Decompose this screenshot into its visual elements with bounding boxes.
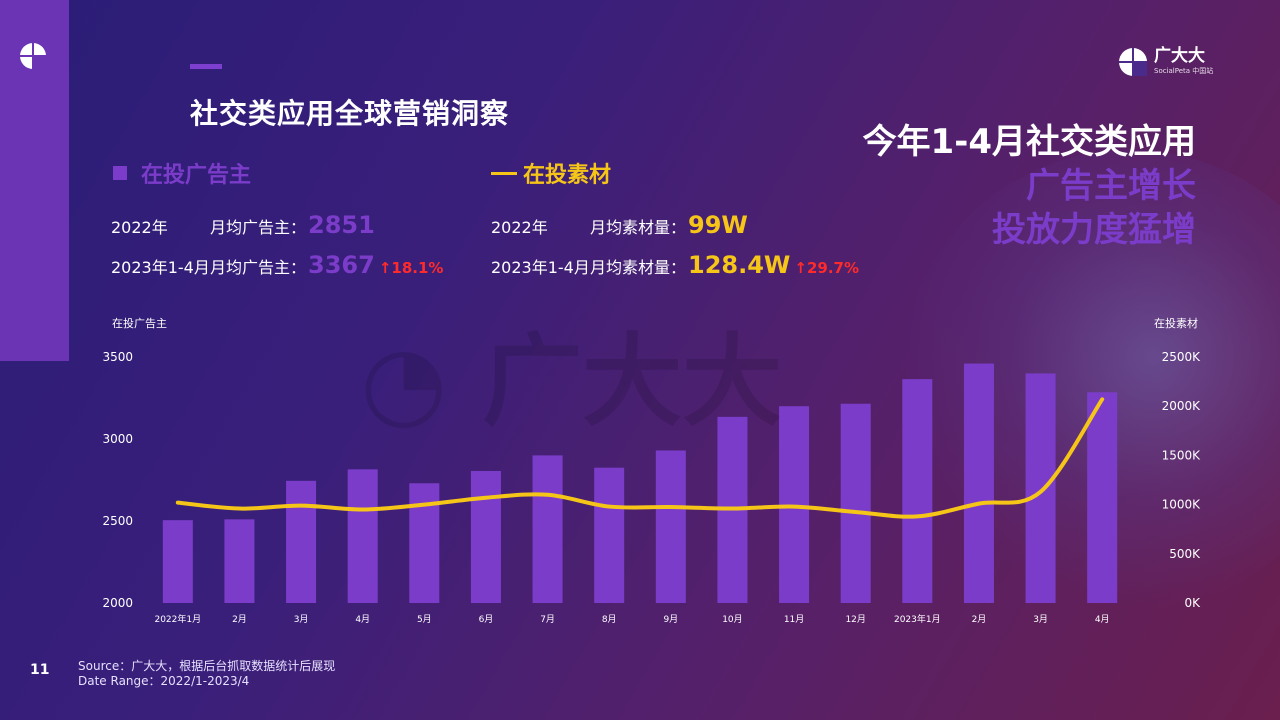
headline-line3: 投放力度猛增 — [992, 210, 1196, 250]
x-tick-label: 4月 — [355, 614, 370, 625]
x-tick-label: 3月 — [294, 614, 309, 625]
corner-logo-icon — [20, 43, 46, 69]
x-tick-label: 2023年1月 — [894, 613, 941, 625]
stat-mat-2023: 2023年1-4月 月均素材量： 128.4W ↑29.7% — [491, 251, 859, 279]
stat-value: 99W — [688, 211, 748, 239]
brand-mark-icon — [1119, 48, 1147, 76]
bar — [963, 363, 994, 603]
footer: Source：广大大，根据后台抓取数据统计后展现 Date Range：2022… — [78, 659, 335, 689]
y2-tick-label: 1000K — [1162, 498, 1202, 512]
stat-label: 月均素材量： — [590, 218, 687, 237]
watermark: ◔ 广大大 — [360, 323, 783, 440]
stat-adv-2023: 2023年1-4月 月均广告主： 3367 ↑18.1% — [111, 251, 443, 279]
title-accent — [190, 64, 222, 69]
footer-range: Date Range：2022/1-2023/4 — [78, 674, 250, 688]
bar — [347, 469, 378, 603]
page-title: 社交类应用全球营销洞察 — [190, 97, 510, 130]
x-tick-label: 10月 — [722, 614, 742, 625]
stat-year: 2023年1-4月 — [111, 258, 210, 277]
series-line — [175, 397, 1105, 519]
headline: 今年1-4月社交类应用 广告主增长 投放力度猛增 — [863, 120, 1196, 252]
x-tick-label: 12月 — [845, 614, 865, 625]
bar — [594, 467, 625, 603]
y2-tick-label: 2500K — [1162, 350, 1202, 364]
brand-logo: 广大大 SocialPeta 中国站 — [1118, 47, 1213, 77]
brand-name: 广大大 — [1154, 46, 1205, 66]
stat-value: 2851 — [308, 211, 375, 239]
legend-advertisers: 在投广告主 — [113, 157, 251, 189]
x-tick-label: 3月 — [1033, 614, 1048, 625]
stat-value: 3367 — [308, 251, 375, 279]
legend-advertisers-label: 在投广告主 — [141, 163, 252, 188]
stat-year: 2022年 — [491, 218, 548, 237]
x-tick-label: 2022年1月 — [154, 613, 201, 625]
y-tick-label: 3000 — [102, 432, 133, 446]
legend-line-icon — [491, 171, 517, 175]
page-number: 11 — [30, 662, 50, 678]
x-tick-label: 4月 — [1095, 614, 1110, 625]
bar — [532, 455, 563, 603]
x-tick-label: 2月 — [232, 614, 247, 625]
bar — [224, 519, 255, 603]
y-tick-label: 2500 — [102, 514, 133, 528]
stat-mat-2022: 2022年 月均素材量： 99W — [491, 211, 748, 239]
x-tick-label: 2月 — [972, 614, 987, 625]
headline-line2: 广告主增长 — [1026, 166, 1196, 206]
stat-adv-2022: 2022年 月均广告主： 2851 — [111, 211, 375, 239]
x-tick-label: 5月 — [417, 614, 432, 625]
bar — [1025, 373, 1056, 603]
right-axis-label: 在投素材 — [1154, 316, 1198, 330]
bar — [286, 480, 317, 603]
legend-materials-label: 在投素材 — [523, 163, 612, 188]
x-tick-label: 9月 — [663, 614, 678, 625]
stat-year: 2023年1-4月 — [491, 258, 590, 277]
stat-label: 月均广告主： — [210, 258, 307, 277]
bar — [409, 483, 440, 603]
stat-value: 128.4W — [688, 251, 791, 279]
x-tick-label: 7月 — [540, 614, 555, 625]
y2-tick-label: 2000K — [1162, 399, 1202, 413]
x-tick-label: 8月 — [602, 614, 617, 625]
y2-tick-label: 1500K — [1162, 448, 1202, 462]
stat-year: 2022年 — [111, 218, 168, 237]
growth-badge: ↑18.1% — [378, 259, 444, 277]
bar — [655, 450, 686, 603]
brand-sub: SocialPeta 中国站 — [1154, 67, 1214, 75]
stat-label: 月均素材量： — [590, 258, 687, 277]
legend-square-icon — [113, 166, 127, 180]
legend-materials: 在投素材 — [491, 157, 611, 189]
bar — [840, 403, 871, 603]
y-tick-label: 2000 — [102, 596, 133, 610]
y-tick-label: 3500 — [102, 350, 133, 364]
bar — [902, 379, 933, 603]
y2-tick-label: 0K — [1184, 596, 1201, 610]
footer-source: Source：广大大，根据后台抓取数据统计后展现 — [78, 659, 336, 673]
bar — [470, 470, 501, 603]
x-tick-label: 11月 — [784, 614, 804, 625]
stat-label: 月均广告主： — [210, 218, 307, 237]
growth-badge: ↑29.7% — [794, 259, 860, 277]
left-axis-label: 在投广告主 — [112, 316, 167, 330]
x-tick-label: 6月 — [479, 614, 494, 625]
bar — [1087, 392, 1118, 603]
y2-tick-label: 500K — [1169, 547, 1201, 561]
headline-line1: 今年1-4月社交类应用 — [862, 122, 1196, 162]
bar — [162, 520, 193, 603]
